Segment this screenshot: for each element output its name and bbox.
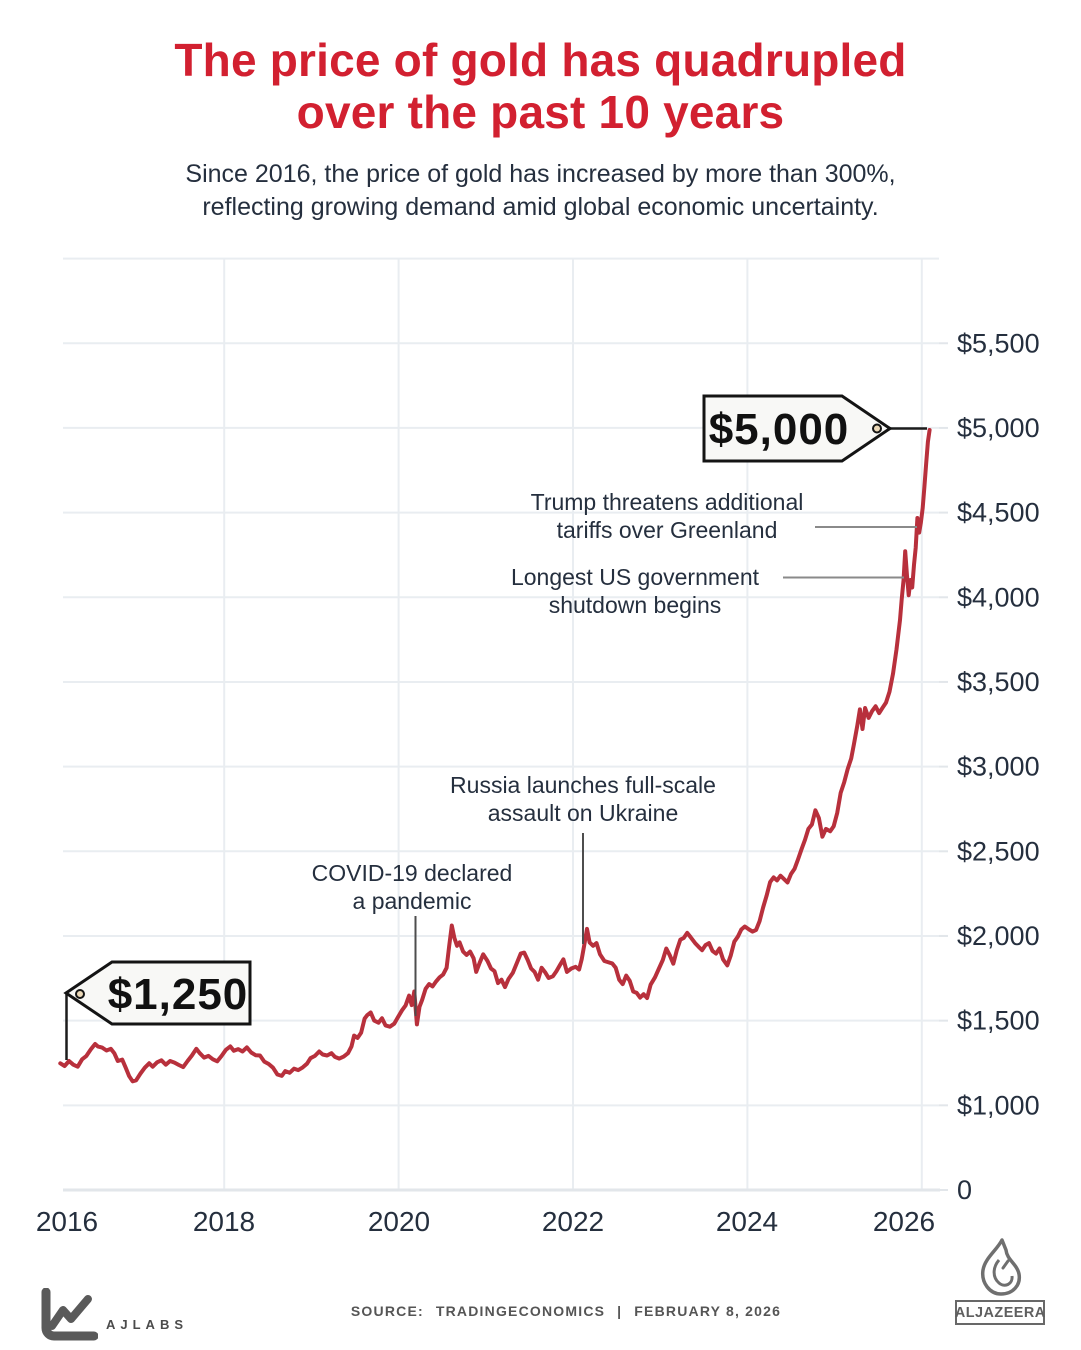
x-tick-label: 2026 xyxy=(873,1206,935,1237)
aljazeera-flame-icon xyxy=(981,1238,1022,1296)
ajlabs-logo: AJLABS xyxy=(36,1288,188,1342)
ajlabs-wordmark: AJLABS xyxy=(106,1316,189,1332)
title-line-2: over the past 10 years xyxy=(296,86,785,139)
y-tick-label: $2,500 xyxy=(957,836,1040,866)
subtitle-line-1: Since 2016, the price of gold has increa… xyxy=(185,160,896,188)
y-tick-label: $5,500 xyxy=(957,328,1040,358)
axis-tick-labels: $5,500 $5,000 $4,500 $4,000 $3,500 $3,000 $2,5… xyxy=(36,328,1040,1237)
page-title: The price of gold has quadrupled over th… xyxy=(0,34,1081,139)
source-name: TRADINGECONOMICS xyxy=(435,1303,606,1319)
annotation-covid-line-1: COVID-19 declared xyxy=(312,860,513,886)
source-date: FEBRUARY 8, 2026 xyxy=(634,1303,782,1319)
ajlabs-chart-icon xyxy=(41,1288,98,1341)
x-tick-label: 2024 xyxy=(716,1206,778,1237)
y-tick-label: $1,000 xyxy=(957,1090,1040,1120)
y-tick-label: $1,500 xyxy=(957,1006,1040,1036)
gold-price-line xyxy=(58,428,932,1084)
aljazeera-wordmark: ALJAZEERA xyxy=(954,1304,1046,1321)
source-line: SOURCE: TRADINGECONOMICS | FEBRUARY 8, 2026 xyxy=(286,1303,846,1319)
page-subtitle: Since 2016, the price of gold has increa… xyxy=(0,158,1081,223)
y-tick-label: $4,000 xyxy=(957,582,1040,612)
annotation-shutdown-line-2: shutdown begins xyxy=(549,592,722,618)
y-tick-label: $2,000 xyxy=(957,921,1040,951)
price-tag-end-hole xyxy=(872,423,882,434)
annotation-greenland-line-1: Trump threatens additional xyxy=(531,489,804,515)
title-line-1: The price of gold has quadrupled xyxy=(174,34,907,86)
y-tick-label: 0 xyxy=(957,1175,972,1205)
price-tag-start-label: $1,250 xyxy=(108,970,249,1019)
source-label: SOURCE: xyxy=(350,1303,424,1319)
x-tick-label: 2016 xyxy=(36,1206,98,1237)
aljazeera-wordmark-box: ALJAZEERA xyxy=(955,1300,1045,1325)
y-tick-label: $3,500 xyxy=(957,667,1040,697)
price-tag-start-shape xyxy=(63,960,252,1026)
subtitle-line-2: reflecting growing demand amid global ec… xyxy=(202,192,879,221)
price-tag-start: $1,250 xyxy=(63,960,252,1060)
price-tag-start-hole xyxy=(75,989,85,999)
y-tick-label: $5,000 xyxy=(957,413,1040,443)
x-tick-label: 2022 xyxy=(542,1206,604,1237)
annotation-covid-line-2: a pandemic xyxy=(353,888,472,914)
annotation-shutdown-line-1: Longest US government xyxy=(511,564,760,590)
y-tick-label: $4,500 xyxy=(957,498,1040,528)
x-tick-label: 2020 xyxy=(368,1206,430,1237)
y-tick-label: $3,000 xyxy=(957,752,1040,782)
price-tag-end-label: $5,000 xyxy=(709,405,850,454)
annotation-russia-line-1: Russia launches full-scale xyxy=(450,772,716,798)
annotation-russia-line-2: assault on Ukraine xyxy=(488,800,679,826)
price-line-layer xyxy=(58,428,932,1084)
price-tag-end: $5,000 xyxy=(702,394,927,463)
x-tick-label: 2018 xyxy=(193,1206,255,1237)
annotation-greenland-line-2: tariffs over Greenland xyxy=(557,517,778,543)
price-tag-end-shape xyxy=(702,394,893,463)
source-separator: | xyxy=(617,1303,623,1319)
